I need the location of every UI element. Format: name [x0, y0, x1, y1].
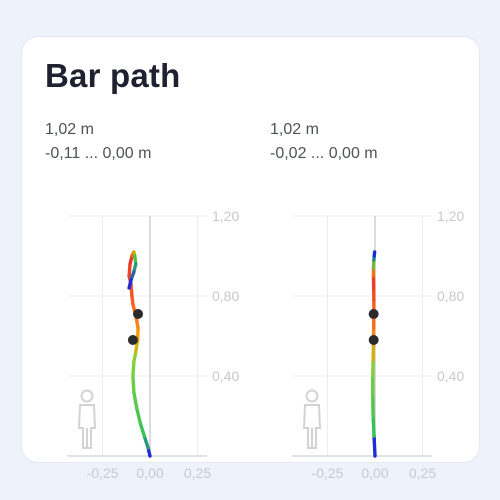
y-tick-label: 0,40 [212, 368, 239, 384]
horizontal-range-stat: -0,02 ... 0,00 m [270, 145, 378, 162]
bar-path-segment [142, 434, 150, 450]
person-icon [302, 389, 322, 449]
x-tick-label: -0,25 [312, 465, 344, 481]
bar-path-series [371, 250, 377, 458]
x-tick-label: 0,00 [361, 465, 388, 481]
bar-path-card: Bar path 1,02 m -0,11 ... 0,00 m 0,40 0,8… [22, 37, 479, 481]
path-marker [368, 335, 379, 345]
y-tick-label: 0,80 [212, 288, 239, 304]
y-tick-label: 0,40 [437, 368, 464, 384]
bar-path-segment [127, 262, 132, 278]
horizontal-range-stat: -0,11 ... 0,00 m [45, 145, 152, 162]
max-height-stat: 1,02 m [45, 121, 94, 138]
y-tick-label: 1,20 [212, 208, 239, 224]
person-head [305, 389, 319, 403]
bar-path-plot-right: 1,02 m -0,02 ... 0,00 m 0,40 0,80 1,20 -0,2… [267, 121, 477, 481]
bar-path-chart-left: 0,40 0,80 1,20 -0,25 0,00 0,25 [67, 208, 239, 481]
person-body [77, 404, 97, 449]
y-tick-label: 1,20 [437, 208, 464, 224]
path-marker [368, 309, 379, 319]
bar-path-segment [132, 390, 139, 410]
bar-path-plot-left: 1,02 m -0,11 ... 0,00 m 0,40 0,80 1,20 -0,2… [42, 121, 252, 481]
y-tick-label: 0,80 [437, 288, 464, 304]
bar-path-series [127, 250, 152, 458]
path-marker [133, 309, 144, 319]
x-tick-label: 0,25 [184, 465, 211, 481]
x-tick-label: -0,25 [87, 465, 119, 481]
bar-path-chart-right: 0,40 0,80 1,20 -0,25 0,00 0,25 [292, 208, 464, 481]
bar-path-segment [131, 374, 136, 394]
bar-path-segment [138, 422, 147, 438]
bar-path-segment [372, 434, 377, 458]
bar-path-segment [371, 414, 376, 438]
card-title: Bar path [45, 57, 181, 94]
person-body [302, 404, 322, 449]
person-head [80, 389, 94, 403]
bar-path-segment [131, 360, 136, 378]
x-tick-label: 0,25 [409, 465, 436, 481]
bar-path-segment [127, 278, 133, 290]
bar-path-segment [134, 406, 143, 426]
x-tick-label: 0,00 [136, 465, 163, 481]
chart-layer: 0,40 0,80 1,20 -0,25 0,00 0,25 [67, 208, 239, 481]
max-height-stat: 1,02 m [270, 121, 319, 138]
person-icon [77, 389, 97, 449]
path-marker [127, 335, 138, 345]
chart-layer: 0,40 0,80 1,20 -0,25 0,00 0,25 [292, 208, 464, 481]
